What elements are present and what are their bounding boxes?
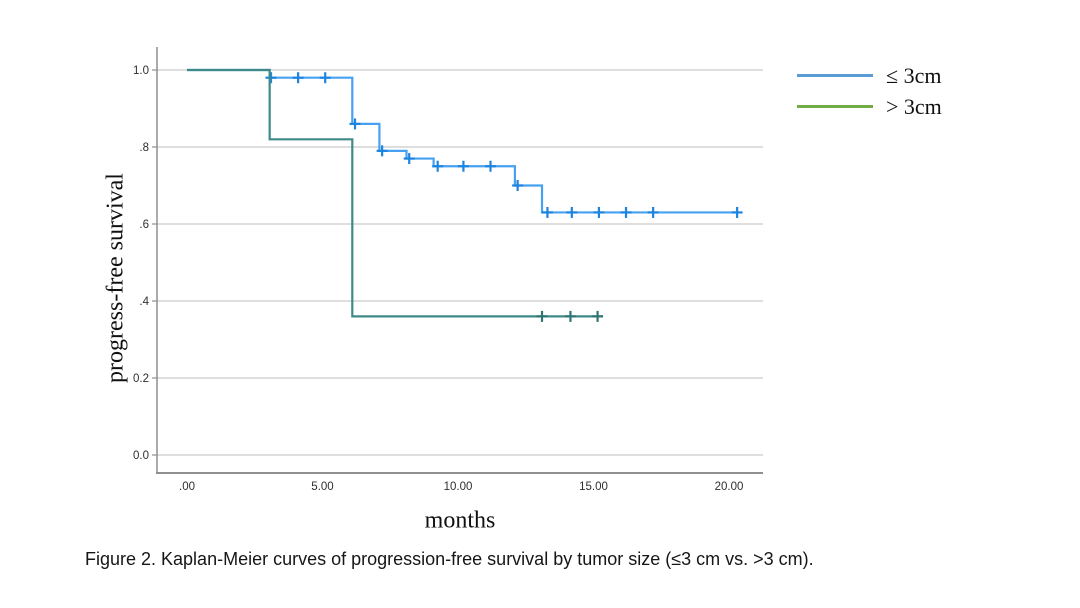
y-axis-ticks: 0.0 0.2 .4 .6 .8 1.0: [133, 65, 157, 462]
x-axis-title: months: [424, 507, 496, 534]
legend-label-gt-3cm: > 3cm: [886, 93, 942, 119]
x-tick-label: 15.00: [579, 481, 608, 493]
y-tick-label: .4: [139, 296, 149, 308]
y-axis-title: progress-free survival: [102, 173, 129, 383]
x-axis-ticks: .00 5.00 10.00 15.00 20.00: [179, 481, 743, 493]
x-tick-label: 5.00: [311, 481, 333, 493]
y-tick-label: .8: [139, 142, 149, 154]
y-tick-label: 1.0: [133, 65, 149, 77]
figure-caption: Figure 2. Kaplan-Meier curves of progres…: [85, 549, 814, 569]
legend-item-gt-3cm: > 3cm: [797, 91, 942, 122]
legend: ≤ 3cm > 3cm: [797, 60, 942, 122]
survival-curve: [187, 68, 603, 318]
x-tick-label: 10.00: [444, 481, 473, 493]
series-le-3cm: [187, 68, 743, 218]
y-tick-label: 0.0: [133, 450, 149, 462]
x-tick-label: 20.00: [715, 481, 744, 493]
legend-label-le-3cm: ≤ 3cm: [886, 62, 942, 88]
legend-line-swatch-gt-3cm: [797, 105, 873, 108]
survival-curve: [187, 68, 738, 214]
y-tick-label: .6: [139, 219, 149, 231]
legend-item-le-3cm: ≤ 3cm: [797, 60, 942, 91]
series-gt-3cm: [187, 68, 604, 322]
x-tick-label: .00: [179, 481, 195, 493]
legend-line-swatch-le-3cm: [797, 74, 873, 77]
gridlines: [157, 69, 763, 456]
y-tick-label: 0.2: [133, 373, 149, 385]
